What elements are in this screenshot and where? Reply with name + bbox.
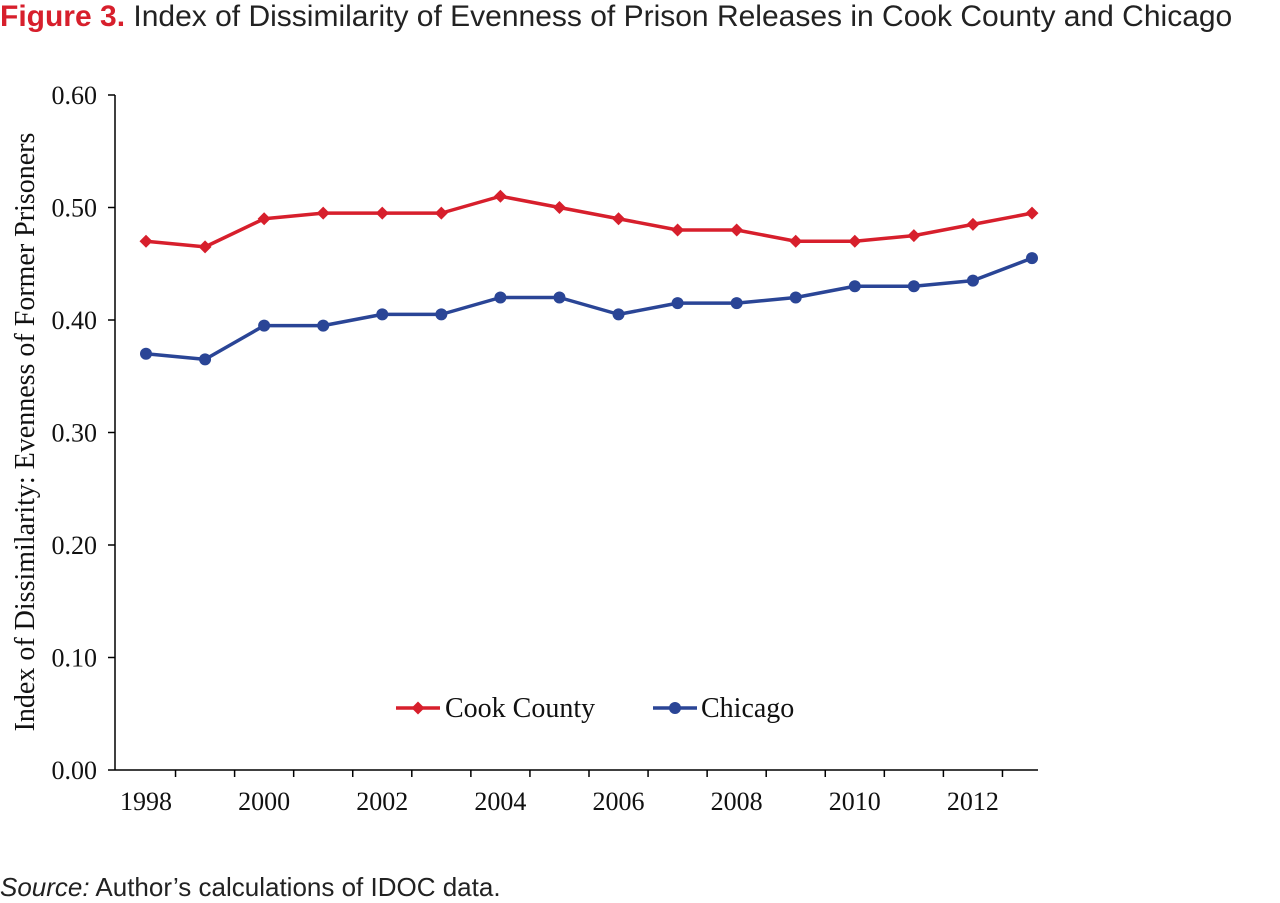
x-tick-label: 2006: [593, 787, 645, 816]
y-axis-title: Index of Dissimilarity: Evenness of Form…: [10, 133, 41, 732]
cook-county-point: [730, 223, 744, 237]
cook-county-line: [145, 194, 1033, 249]
y-tick-label: 0.30: [52, 419, 98, 448]
cook-county-point: [789, 234, 803, 248]
chicago-point: [612, 308, 625, 321]
cook-county-point: [612, 212, 626, 226]
chicago-point: [199, 353, 212, 366]
x-tick-label: 2008: [711, 787, 763, 816]
x-tick-label: 2000: [238, 787, 290, 816]
cook-county-point: [671, 223, 685, 237]
y-tick-label: 0.00: [52, 756, 98, 785]
legend-swatch-marker: [669, 702, 681, 714]
chicago-point: [671, 297, 684, 310]
figure-label: Figure 3.: [0, 0, 126, 33]
series-cook-county: [139, 189, 1039, 254]
legend-item-chicago: Chicago: [653, 693, 794, 724]
x-tick-label: 2010: [829, 787, 881, 816]
cook-county-point: [198, 240, 212, 254]
chicago-point: [848, 280, 861, 293]
legend: Cook County Chicago: [396, 693, 794, 724]
x-axis-ticks: 1998 2000 2002 2004 2006 2008 2010 2012: [120, 770, 1004, 816]
legend-label: Cook County: [445, 693, 595, 724]
x-tick-label: 1998: [120, 787, 172, 816]
cook-county-point: [375, 206, 389, 220]
y-tick-label: 0.50: [52, 194, 98, 223]
chicago-point: [730, 297, 743, 310]
x-tick-label: 2012: [947, 787, 999, 816]
figure-title-line: Figure 3. Index of Dissimilarity of Even…: [0, 0, 1232, 34]
chicago-point: [907, 280, 920, 293]
y-tick-label: 0.20: [52, 531, 98, 560]
chicago-line: [145, 256, 1033, 362]
source-label: Source:: [0, 872, 90, 902]
legend-item-cook-county: Cook County: [396, 693, 595, 724]
cook-county-point: [257, 212, 271, 226]
chicago-point: [258, 319, 271, 332]
y-tick-label: 0.40: [52, 306, 98, 335]
chicago-point: [317, 319, 330, 332]
figure-title: Index of Dissimilarity of Evenness of Pr…: [133, 0, 1233, 33]
chicago-point: [789, 291, 802, 304]
source-text: Author’s calculations of IDOC data.: [95, 872, 501, 902]
y-tick-label: 0.60: [52, 81, 98, 110]
legend-label: Chicago: [701, 693, 794, 724]
cook-county-point: [139, 234, 153, 248]
series-chicago: [140, 252, 1038, 366]
chicago-point: [1026, 252, 1038, 265]
chicago-point: [553, 291, 566, 304]
y-axis-ticks: 0.00 0.10 0.20 0.30 0.40 0.50 0.60: [52, 81, 115, 785]
chicago-point: [966, 274, 979, 287]
y-tick-label: 0.10: [52, 644, 98, 673]
cook-county-point: [552, 201, 566, 214]
source-note: Source: Author’s calculations of IDOC da…: [0, 872, 501, 902]
cook-county-point: [907, 229, 921, 243]
x-tick-label: 2004: [474, 787, 526, 816]
cook-county-point: [966, 217, 980, 231]
chicago-point: [376, 308, 389, 321]
cook-county-point: [434, 206, 448, 220]
cook-county-point: [316, 206, 330, 220]
cook-county-point: [1025, 206, 1039, 220]
cook-county-point: [493, 189, 507, 203]
x-tick-label: 2002: [356, 787, 408, 816]
chicago-point: [435, 308, 448, 321]
series-layer: [139, 189, 1039, 366]
chicago-point: [494, 291, 507, 304]
legend-swatch-marker: [411, 701, 425, 715]
chicago-point: [140, 347, 152, 360]
cook-county-point: [848, 234, 862, 248]
